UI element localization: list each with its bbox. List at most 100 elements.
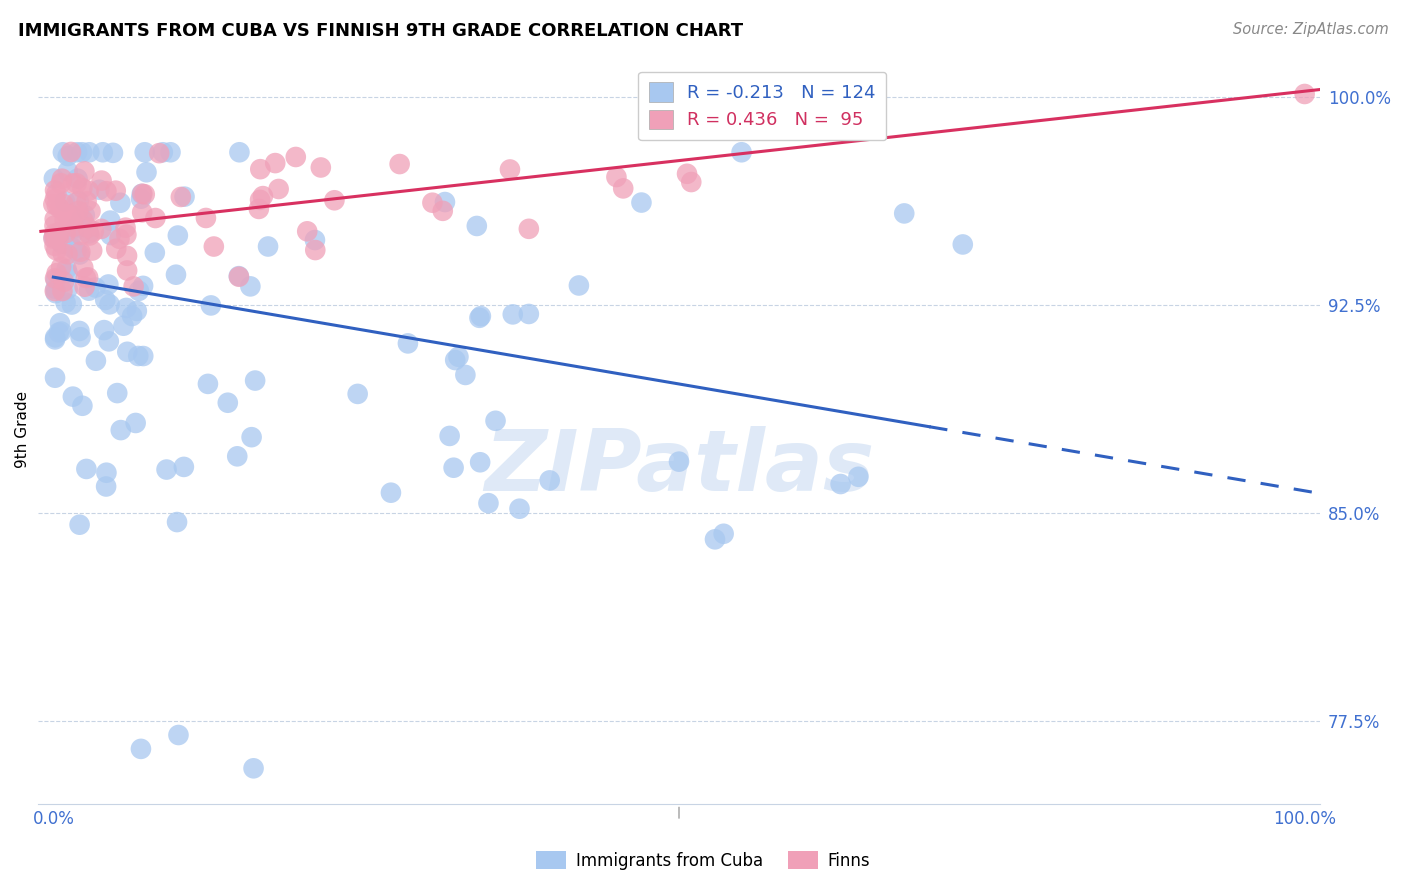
Point [132, 349, 155, 363]
Point [323, 194, 346, 208]
Point [124, 416, 146, 430]
Point [52, 197, 75, 211]
Point [730, 145, 752, 160]
Point [159, 145, 181, 160]
Point [117, 344, 139, 359]
Point [243, 374, 266, 388]
Point [115, 249, 138, 263]
Point [134, 145, 156, 160]
Point [465, 219, 488, 233]
Point [96, 466, 118, 480]
Point [49, 225, 72, 239]
Point [42, 171, 65, 186]
Point [69, 247, 91, 261]
Point [101, 145, 124, 160]
Point [128, 284, 150, 298]
Point [44, 282, 66, 296]
Point [75, 271, 97, 285]
Point [848, 470, 870, 484]
Point [152, 145, 174, 160]
Point [56, 247, 79, 261]
Point [115, 227, 138, 242]
Point [433, 195, 456, 210]
Point [121, 309, 143, 323]
Point [90, 222, 112, 236]
Point [53, 275, 76, 289]
Point [166, 515, 188, 529]
Point [264, 156, 287, 170]
Point [228, 269, 250, 284]
Point [55, 207, 77, 221]
Point [59, 145, 82, 159]
Point [508, 501, 530, 516]
Point [240, 430, 263, 444]
Point [69, 517, 91, 532]
Point [73, 279, 96, 293]
Point [713, 526, 735, 541]
Point [93, 323, 115, 337]
Point [66, 145, 89, 160]
Point [155, 462, 177, 476]
Point [502, 307, 524, 321]
Point [79, 204, 101, 219]
Point [304, 243, 326, 257]
Point [97, 277, 120, 292]
Point [893, 206, 915, 220]
Point [69, 227, 91, 242]
Point [630, 195, 652, 210]
Point [51, 325, 73, 339]
Point [91, 145, 114, 160]
Point [228, 145, 250, 160]
Point [304, 233, 326, 247]
Point [73, 164, 96, 178]
Text: IMMIGRANTS FROM CUBA VS FINNISH 9TH GRADE CORRELATION CHART: IMMIGRANTS FROM CUBA VS FINNISH 9TH GRAD… [18, 22, 744, 40]
Point [62, 219, 84, 234]
Point [45, 272, 67, 286]
Point [98, 213, 121, 227]
Point [94, 479, 117, 493]
Point [484, 414, 506, 428]
Point [84, 353, 107, 368]
Point [83, 224, 105, 238]
Point [48, 232, 70, 246]
Point [89, 183, 111, 197]
Point [45, 266, 67, 280]
Point [48, 326, 70, 340]
Point [56, 266, 79, 280]
Point [49, 316, 72, 330]
Point [704, 533, 727, 547]
Point [108, 232, 131, 246]
Point [44, 330, 66, 344]
Point [76, 220, 98, 235]
Point [45, 198, 67, 212]
Point [52, 246, 75, 260]
Point [56, 282, 79, 296]
Point [115, 263, 138, 277]
Point [131, 186, 153, 201]
Point [297, 224, 319, 238]
Text: ZIPatlas: ZIPatlas [484, 425, 875, 508]
Point [76, 194, 98, 209]
Point [42, 231, 65, 245]
Point [98, 297, 121, 311]
Point [70, 145, 93, 160]
Point [499, 162, 522, 177]
Point [167, 728, 190, 742]
Point [44, 229, 66, 244]
Point [62, 209, 84, 223]
Point [228, 269, 250, 284]
Point [77, 270, 100, 285]
Point [72, 213, 94, 227]
Point [73, 208, 96, 222]
Point [129, 742, 152, 756]
Point [94, 293, 117, 307]
Point [75, 462, 97, 476]
Point [202, 239, 225, 253]
Point [67, 324, 90, 338]
Point [249, 162, 271, 177]
Point [131, 186, 153, 201]
Point [67, 194, 90, 209]
Point [65, 176, 87, 190]
Point [200, 298, 222, 312]
Point [217, 396, 239, 410]
